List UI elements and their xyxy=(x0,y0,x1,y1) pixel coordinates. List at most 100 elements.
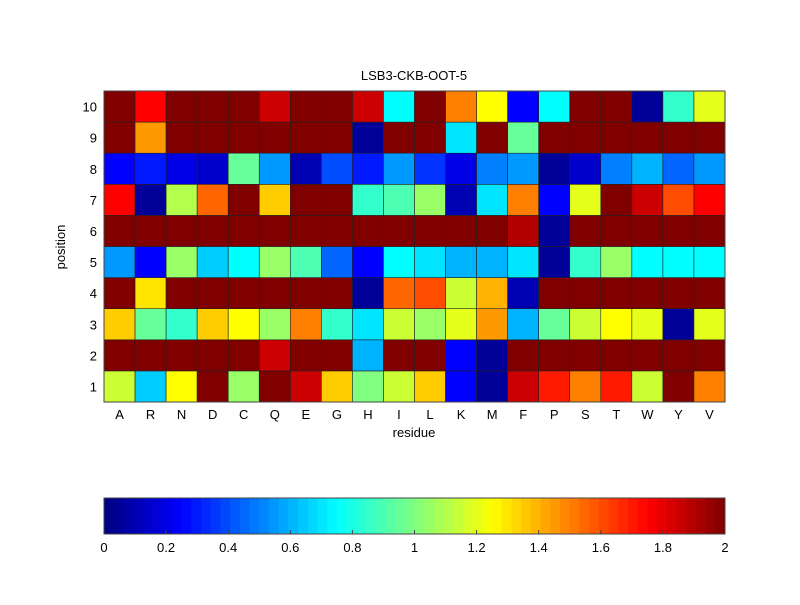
heatmap-cell xyxy=(507,308,539,341)
heatmap-cell xyxy=(445,121,477,154)
colorbar-segment xyxy=(414,498,425,534)
heatmap-cell xyxy=(569,339,602,372)
heatmap-cell xyxy=(569,308,602,341)
heatmap-cell xyxy=(227,246,260,278)
y-tick-label: 4 xyxy=(90,286,97,301)
colorbar-segment xyxy=(598,498,610,534)
heatmap-cell xyxy=(352,370,384,403)
y-tick-label: 6 xyxy=(90,224,97,239)
heatmap-cell xyxy=(631,215,664,247)
colorbar-segment xyxy=(123,498,134,534)
heatmap-cell xyxy=(103,370,136,403)
x-tick-label: H xyxy=(363,407,372,422)
colorbar-segment xyxy=(191,498,202,534)
heatmap-cell xyxy=(321,277,353,310)
heatmap-cell xyxy=(476,121,508,154)
colorbar-segment xyxy=(239,498,251,534)
y-tick-label: 10 xyxy=(83,100,97,115)
heatmap-cell xyxy=(289,215,322,247)
heatmap-cell xyxy=(631,339,664,372)
heatmap-cell xyxy=(258,246,291,278)
colorbar-segment xyxy=(521,498,532,534)
heatmap-cell xyxy=(258,215,291,247)
colorbar-tick-label: 1 xyxy=(411,540,418,555)
colorbar-segment xyxy=(210,498,221,534)
heatmap-cell xyxy=(289,184,322,216)
heatmap-cell xyxy=(445,277,477,310)
heatmap-cell xyxy=(321,246,353,278)
colorbar-segment xyxy=(220,498,231,534)
colorbar-segment xyxy=(424,498,435,534)
heatmap-cell xyxy=(383,277,415,310)
heatmap-cell xyxy=(383,370,415,403)
y-tick-label: 9 xyxy=(90,131,97,146)
y-tick-label: 5 xyxy=(90,255,97,270)
heatmap-cell xyxy=(383,152,415,185)
heatmap-cell xyxy=(414,246,446,278)
heatmap-cell xyxy=(693,121,726,154)
colorbar-segment xyxy=(501,498,513,534)
heatmap-cell xyxy=(227,215,260,247)
heatmap-cell xyxy=(476,246,508,278)
y-tick-label: 2 xyxy=(90,348,97,363)
heatmap-cell xyxy=(662,121,695,154)
heatmap-cell xyxy=(569,184,602,216)
heatmap-cell xyxy=(693,370,726,403)
heatmap-cell xyxy=(662,246,695,278)
colorbar-segment xyxy=(511,498,522,534)
x-tick-label: S xyxy=(581,407,590,422)
heatmap-cell xyxy=(569,277,602,310)
colorbar-tick-label: 1.4 xyxy=(530,540,548,555)
heatmap-cell xyxy=(352,121,384,154)
colorbar-segment xyxy=(298,498,309,534)
heatmap-cell xyxy=(631,90,664,123)
heatmap-cell xyxy=(165,121,198,154)
colorbar-segment xyxy=(365,498,377,534)
colorbar-tick-label: 0.4 xyxy=(219,540,237,555)
heatmap-cell xyxy=(476,90,508,123)
heatmap-cell xyxy=(445,152,477,185)
colorbar-tick-label: 2 xyxy=(721,540,728,555)
colorbar-segment xyxy=(705,498,716,534)
heatmap-cell xyxy=(227,184,260,216)
heatmap-cell xyxy=(196,215,229,247)
heatmap-cell xyxy=(507,215,539,247)
heatmap-cell xyxy=(476,184,508,216)
colorbar-segment xyxy=(356,498,367,534)
heatmap-cell xyxy=(538,246,571,278)
heatmap-cell xyxy=(134,339,167,372)
heatmap-cell xyxy=(569,152,602,185)
colorbar-segment xyxy=(307,498,318,534)
heatmap-cell xyxy=(414,215,446,247)
heatmap-cell xyxy=(538,215,571,247)
heatmap-cell xyxy=(165,184,198,216)
colorbar-segment xyxy=(230,498,241,534)
colorbar-segment xyxy=(560,498,571,534)
heatmap-cell xyxy=(414,152,446,185)
heatmap-cell xyxy=(134,152,167,185)
heatmap-cell xyxy=(600,121,633,154)
heatmap-cell xyxy=(476,152,508,185)
heatmap-cell xyxy=(227,339,260,372)
heatmap-cell xyxy=(631,152,664,185)
heatmap-cell xyxy=(227,308,260,341)
heatmap-cell xyxy=(507,90,539,123)
colorbar-segment xyxy=(171,498,183,534)
heatmap-cell xyxy=(414,121,446,154)
colorbar-segment xyxy=(278,498,289,534)
heatmap-cell xyxy=(600,370,633,403)
x-tick-label: F xyxy=(519,407,527,422)
heatmap-cell xyxy=(414,370,446,403)
y-tick-label: 8 xyxy=(90,162,97,177)
heatmap-cell xyxy=(383,215,415,247)
heatmap-cell xyxy=(165,246,198,278)
x-tick-label: C xyxy=(239,407,248,422)
chart-title: LSB3-CKB-OOT-5 xyxy=(361,68,467,83)
colorbar-segment xyxy=(676,498,687,534)
heatmap-cell xyxy=(414,308,446,341)
colorbar-segment xyxy=(540,498,551,534)
heatmap-cell xyxy=(445,246,477,278)
heatmap-cell xyxy=(134,184,167,216)
heatmap-cell xyxy=(507,152,539,185)
heatmap-cell xyxy=(321,215,353,247)
